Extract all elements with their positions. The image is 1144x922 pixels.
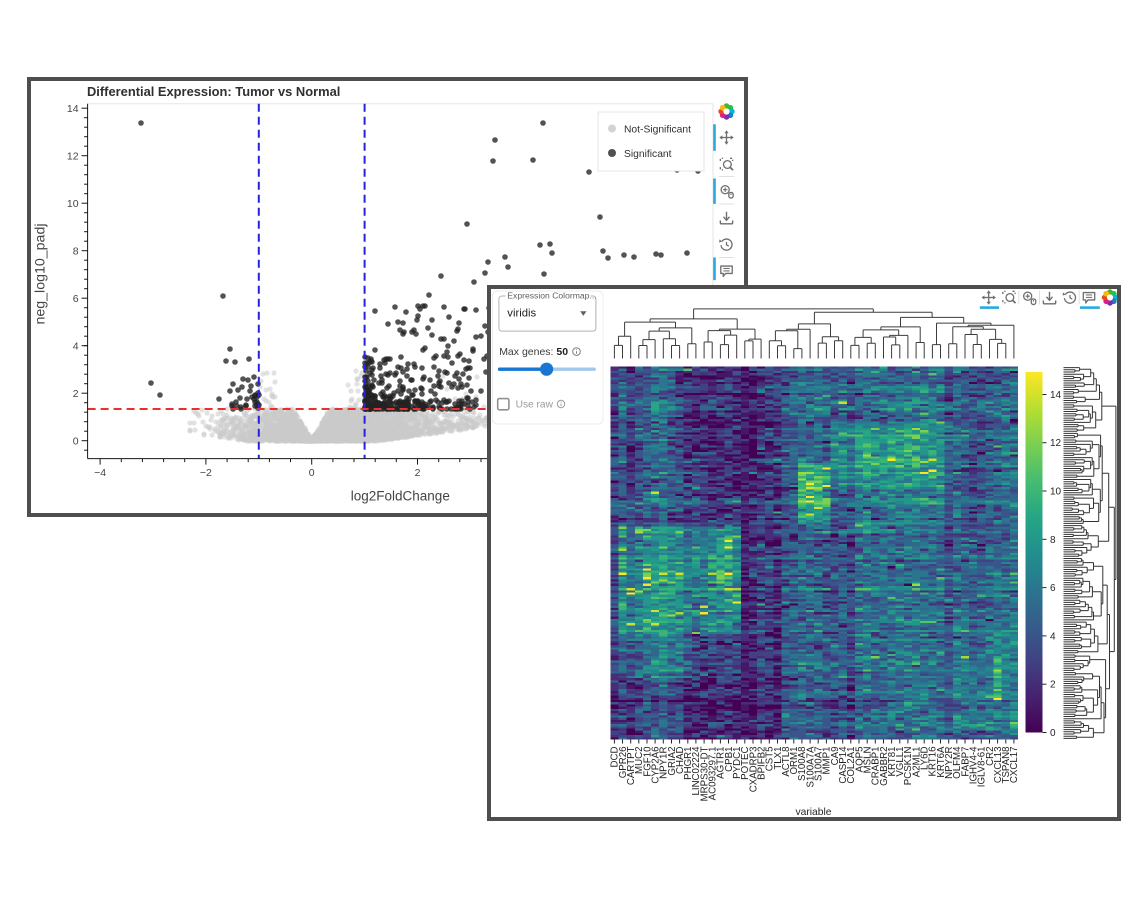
svg-text:GRIA2: GRIA2 xyxy=(667,747,678,776)
svg-text:CXADRP3: CXADRP3 xyxy=(748,747,759,793)
svg-text:14: 14 xyxy=(1050,390,1062,401)
svg-text:AQP5: AQP5 xyxy=(854,747,865,773)
svg-text:Differential Expression: Tumor: Differential Expression: Tumor vs Normal xyxy=(87,84,340,99)
svg-text:6: 6 xyxy=(1050,583,1056,594)
svg-text:PHGR1: PHGR1 xyxy=(683,747,694,780)
svg-text:10: 10 xyxy=(1050,487,1062,498)
svg-text:−2: −2 xyxy=(200,467,212,479)
svg-text:GABBR2: GABBR2 xyxy=(879,747,890,786)
svg-text:CRABP1: CRABP1 xyxy=(871,747,882,786)
svg-text:Not-Significant: Not-Significant xyxy=(624,125,691,136)
svg-text:CXCL17: CXCL17 xyxy=(1009,747,1020,784)
svg-text:FABP7: FABP7 xyxy=(960,747,971,777)
svg-text:FGF10: FGF10 xyxy=(642,746,653,777)
svg-text:0: 0 xyxy=(1050,728,1056,739)
svg-text:10: 10 xyxy=(67,198,79,210)
svg-text:CPB1: CPB1 xyxy=(724,747,735,772)
svg-text:Expression Colormap...: Expression Colormap... xyxy=(507,290,596,300)
svg-text:COL2A1: COL2A1 xyxy=(846,747,857,784)
svg-text:IGHV4-4: IGHV4-4 xyxy=(969,746,980,784)
svg-text:12: 12 xyxy=(1050,438,1062,449)
svg-text:S100A7: S100A7 xyxy=(814,747,825,781)
svg-text:12: 12 xyxy=(67,151,79,163)
svg-text:POTEC: POTEC xyxy=(740,746,751,779)
svg-text:S100A8: S100A8 xyxy=(797,747,808,781)
svg-text:NPY1R: NPY1R xyxy=(659,747,670,779)
svg-text:DCD: DCD xyxy=(610,747,621,768)
svg-text:CST5: CST5 xyxy=(765,747,776,772)
svg-text:NPY2R: NPY2R xyxy=(944,747,955,779)
svg-text:LINC02224: LINC02224 xyxy=(691,746,702,796)
svg-text:4: 4 xyxy=(73,341,79,353)
svg-text:MMP1: MMP1 xyxy=(822,747,833,775)
svg-text:KRT16: KRT16 xyxy=(928,747,939,777)
svg-text:PCSK1N: PCSK1N xyxy=(903,746,914,785)
svg-text:KRT6A: KRT6A xyxy=(936,746,947,778)
svg-text:AGTR1: AGTR1 xyxy=(716,747,727,779)
svg-text:ACTL8: ACTL8 xyxy=(781,747,792,777)
svg-text:6: 6 xyxy=(73,293,79,305)
svg-text:2: 2 xyxy=(415,467,421,479)
svg-text:ORM1: ORM1 xyxy=(789,747,800,775)
svg-text:4: 4 xyxy=(1050,631,1056,642)
svg-text:A2ML1: A2ML1 xyxy=(911,747,922,778)
svg-text:CA9: CA9 xyxy=(830,747,841,766)
svg-text:Significant: Significant xyxy=(624,149,672,160)
svg-text:neg_log10_padj: neg_log10_padj xyxy=(33,224,49,325)
svg-text:TSPAN8: TSPAN8 xyxy=(1001,747,1012,784)
svg-text:S100A7A: S100A7A xyxy=(805,746,816,787)
svg-text:variable: variable xyxy=(795,807,831,817)
svg-text:2: 2 xyxy=(1050,680,1056,691)
svg-text:CR2: CR2 xyxy=(985,747,996,766)
svg-text:TLX1: TLX1 xyxy=(773,747,784,770)
svg-text:50: 50 xyxy=(556,346,568,358)
svg-text:MRPS30-DT: MRPS30-DT xyxy=(699,746,710,801)
svg-text:14: 14 xyxy=(67,103,79,115)
svg-text:KRT81: KRT81 xyxy=(887,747,898,777)
svg-text:2: 2 xyxy=(73,388,79,400)
svg-text:0: 0 xyxy=(73,436,79,448)
svg-text:VGLL1: VGLL1 xyxy=(895,747,906,777)
svg-text:−4: −4 xyxy=(94,467,106,479)
svg-text:PYDC1: PYDC1 xyxy=(732,747,743,779)
svg-text:viridis: viridis xyxy=(507,307,536,319)
svg-text:CXCL13: CXCL13 xyxy=(993,747,1004,784)
svg-text:Use raw: Use raw xyxy=(516,400,554,411)
svg-text:8: 8 xyxy=(73,246,79,258)
svg-text:MSLN: MSLN xyxy=(863,747,874,774)
svg-text:CARTPT: CARTPT xyxy=(626,746,637,785)
svg-text:8: 8 xyxy=(1050,535,1056,546)
svg-text:IGLV8-61: IGLV8-61 xyxy=(977,747,988,788)
svg-text:Max genes:: Max genes: xyxy=(499,346,553,358)
svg-text:CHAD: CHAD xyxy=(675,746,686,773)
svg-text:CYP2A6: CYP2A6 xyxy=(650,747,661,784)
svg-text:GPR26: GPR26 xyxy=(618,747,629,779)
svg-text:log2FoldChange: log2FoldChange xyxy=(351,489,450,504)
svg-text:0: 0 xyxy=(309,467,315,479)
svg-text:LY6D: LY6D xyxy=(920,746,931,770)
svg-text:AC093297.1: AC093297.1 xyxy=(708,747,719,801)
svg-text:OLFM4: OLFM4 xyxy=(952,746,963,779)
svg-text:BPIFB2: BPIFB2 xyxy=(756,747,767,780)
svg-text:MUC2: MUC2 xyxy=(634,747,645,774)
svg-text:CASP14: CASP14 xyxy=(838,746,849,784)
